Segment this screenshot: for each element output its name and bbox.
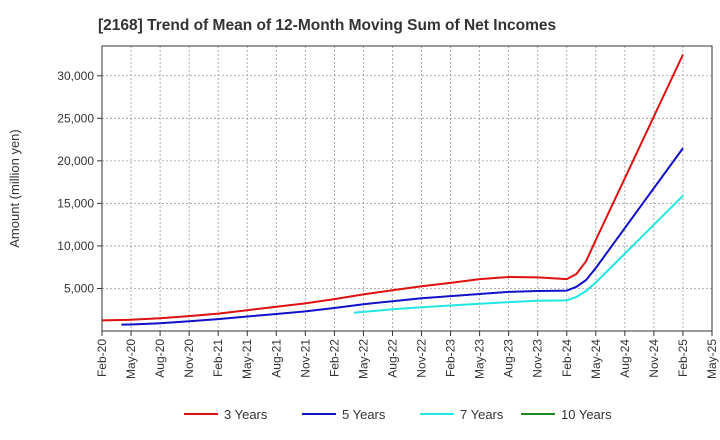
x-tick-label: Feb-25 [676,339,690,377]
x-tick-label: May-22 [356,339,370,379]
x-tick-label: Aug-21 [269,339,283,378]
x-tick-label: Nov-22 [415,339,429,378]
y-axis-ticks: 5,000 10,000 15,000 20,000 25,000 30,000 [57,69,102,295]
x-tick-label: Feb-24 [560,339,574,377]
x-axis-ticks: Feb-20 May-20 Aug-20 Nov-20 Feb-21 May-21 Aug-… [95,331,719,379]
series-line-3-years [101,54,684,322]
x-tick-label: Nov-20 [182,339,196,378]
x-tick-label: Aug-20 [153,339,167,378]
chart-title: [2168] Trend of Mean of 12-Month Moving … [98,17,556,34]
legend-label: 5 Years [342,407,386,422]
x-tick-label: Feb-20 [95,339,109,377]
x-tick-label: Aug-22 [385,339,399,378]
plot-frame [101,45,713,332]
legend-label: 3 Years [224,407,268,422]
x-tick-label: Feb-21 [211,339,225,377]
x-tick-label: May-23 [473,339,487,379]
y-tick-label: 15,000 [57,196,94,210]
x-tick-label: Nov-24 [647,339,661,378]
legend: 3 Years 5 Years 7 Years 10 Years [184,407,612,422]
legend-label: 7 Years [460,407,504,422]
series-line-5-years [121,147,684,326]
x-tick-label: Nov-21 [298,339,312,378]
x-tick-label: Nov-23 [531,339,545,378]
y-tick-label: 25,000 [57,111,94,125]
series-lines [101,54,684,326]
x-tick-label: May-20 [124,339,138,379]
x-tick-label: Feb-22 [327,339,341,377]
legend-label: 10 Years [561,407,612,422]
y-tick-label: 30,000 [57,69,94,83]
y-tick-label: 20,000 [57,154,94,168]
x-tick-label: May-25 [705,339,719,379]
series-line-7-years [353,194,684,314]
x-tick-label: Feb-23 [444,339,458,377]
x-tick-label: May-21 [240,339,254,379]
y-axis-label: Amount (million yen) [7,129,22,248]
x-tick-label: Aug-23 [502,339,516,378]
x-tick-label: May-24 [589,339,603,379]
y-tick-label: 5,000 [64,281,94,295]
y-tick-label: 10,000 [57,239,94,253]
x-tick-label: Aug-24 [618,339,632,378]
